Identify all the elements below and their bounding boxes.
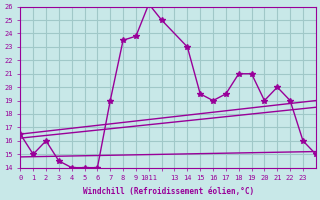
X-axis label: Windchill (Refroidissement éolien,°C): Windchill (Refroidissement éolien,°C) <box>83 187 254 196</box>
